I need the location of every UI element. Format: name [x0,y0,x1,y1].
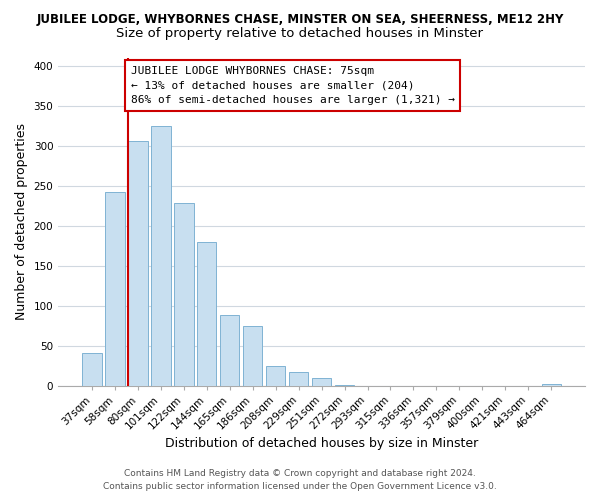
Bar [243,326,262,386]
Bar [335,385,355,386]
Bar [151,126,170,386]
Text: Size of property relative to detached houses in Minster: Size of property relative to detached ho… [116,28,484,40]
Bar [128,140,148,386]
Text: Contains HM Land Registry data © Crown copyright and database right 2024.
Contai: Contains HM Land Registry data © Crown c… [103,470,497,491]
Bar [220,315,239,386]
Text: JUBILEE LODGE WHYBORNES CHASE: 75sqm
← 13% of detached houses are smaller (204)
: JUBILEE LODGE WHYBORNES CHASE: 75sqm ← 1… [131,66,455,105]
Bar [105,192,125,386]
Bar [312,378,331,386]
Bar [289,372,308,386]
Bar [174,203,194,386]
Bar [82,353,101,386]
Bar [542,384,561,386]
Y-axis label: Number of detached properties: Number of detached properties [15,123,28,320]
Bar [197,242,217,386]
X-axis label: Distribution of detached houses by size in Minster: Distribution of detached houses by size … [165,437,478,450]
Bar [266,366,286,386]
Text: JUBILEE LODGE, WHYBORNES CHASE, MINSTER ON SEA, SHEERNESS, ME12 2HY: JUBILEE LODGE, WHYBORNES CHASE, MINSTER … [37,12,563,26]
